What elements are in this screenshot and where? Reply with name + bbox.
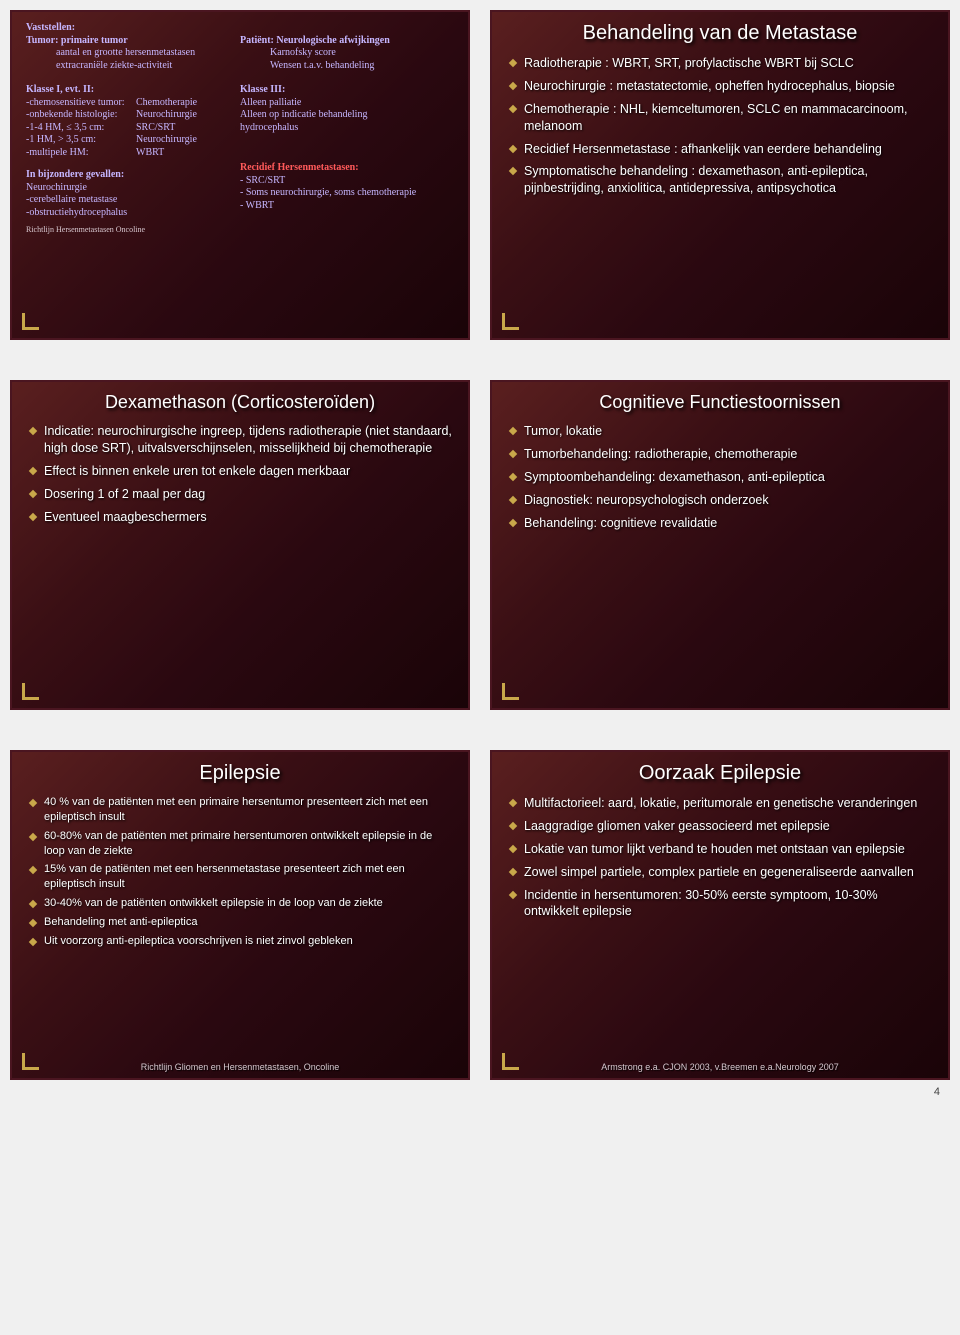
- list-item: Behandeling: cognitieve revalidatie: [510, 515, 934, 532]
- slide-title: Epilepsie: [26, 762, 454, 785]
- bullet-list: Indicatie: neurochirurgische ingreep, ti…: [26, 423, 454, 525]
- list-item: 30-40% van de patiënten ontwikkelt epile…: [30, 896, 454, 911]
- list-item: Lokatie van tumor lijkt verband te houde…: [510, 841, 934, 858]
- list-item: Incidentie in hersentumoren: 30-50% eers…: [510, 887, 934, 921]
- fc-ref: Richtlijn Hersenmetastasen Oncoline: [26, 225, 454, 235]
- fc-aantal: aantal en grootte hersenmetastasen: [26, 47, 195, 58]
- slide-title: Behandeling van de Metastase: [506, 22, 934, 45]
- fc-vaststellen-hdr: Vaststellen:: [26, 22, 75, 33]
- fc-tumor: Tumor: primaire tumor: [26, 35, 128, 46]
- slide-behandeling-metastase: Behandeling van de Metastase Radiotherap…: [490, 10, 950, 340]
- slide-oorzaak-epilepsie: Oorzaak Epilepsie Multifactorieel: aard,…: [490, 750, 950, 1080]
- list-item: Laaggradige gliomen vaker geassocieerd m…: [510, 818, 934, 835]
- fc-k1b: -onbekende histologie:Neurochirurgie: [26, 109, 240, 122]
- list-item: Symptoombehandeling: dexamethason, anti-…: [510, 469, 934, 486]
- slide-vaststellen: Vaststellen: Tumor: primaire tumor aanta…: [10, 10, 470, 340]
- fc-rec1: - SRC/SRT: [240, 175, 454, 188]
- list-item: Zowel simpel partiele, complex partiele …: [510, 864, 934, 881]
- fc-k1e: -multipele HM:WBRT: [26, 147, 240, 160]
- fc-extracr: extracraniële ziekte-activiteit: [26, 60, 172, 71]
- list-item: Indicatie: neurochirurgische ingreep, ti…: [30, 423, 454, 457]
- page-number: 4: [0, 1080, 960, 1098]
- fc-bijz: In bijzondere gevallen:: [26, 169, 240, 182]
- bullet-list: Multifactorieel: aard, lokatie, peritumo…: [506, 795, 934, 920]
- fc-karnofsky: Karnofsky score: [240, 47, 336, 58]
- list-item: Recidief Hersenmetastase : afhankelijk v…: [510, 141, 934, 158]
- fc-rec3: - WBRT: [240, 200, 454, 213]
- fc-k1c: -1-4 HM, ≤ 3,5 cm:SRC/SRT: [26, 122, 240, 135]
- list-item: 15% van de patiënten met een hersenmetas…: [30, 862, 454, 892]
- list-item: Tumorbehandeling: radiotherapie, chemoth…: [510, 446, 934, 463]
- list-item: Radiotherapie : WBRT, SRT, profylactisch…: [510, 55, 934, 72]
- slide-cognitieve: Cognitieve Functiestoornissen Tumor, lok…: [490, 380, 950, 710]
- flowchart: Vaststellen: Tumor: primaire tumor aanta…: [26, 22, 454, 235]
- slide-dexamethason: Dexamethason (Corticosteroïden) Indicati…: [10, 380, 470, 710]
- fc-bijz1: Neurochirurgie: [26, 182, 240, 195]
- fc-rec2: - Soms neurochirurgie, soms chemotherapi…: [240, 187, 454, 200]
- bullet-list: Radiotherapie : WBRT, SRT, profylactisch…: [506, 55, 934, 197]
- list-item: 40 % van de patiënten met een primaire h…: [30, 795, 454, 825]
- slide-title: Cognitieve Functiestoornissen: [506, 392, 934, 413]
- list-item: Multifactorieel: aard, lokatie, peritumo…: [510, 795, 934, 812]
- slide-epilepsie: Epilepsie 40 % van de patiënten met een …: [10, 750, 470, 1080]
- slide-ref: Armstrong e.a. CJON 2003, v.Breemen e.a.…: [492, 1062, 948, 1072]
- fc-recidief-hdr: Recidief Hersenmetastasen:: [240, 162, 454, 175]
- slide-title: Dexamethason (Corticosteroïden): [26, 392, 454, 413]
- list-item: Symptomatische behandeling : dexamethaso…: [510, 163, 934, 197]
- fc-k3b: Alleen op indicatie behandeling hydrocep…: [240, 109, 420, 134]
- list-item: Tumor, lokatie: [510, 423, 934, 440]
- list-item: Effect is binnen enkele uren tot enkele …: [30, 463, 454, 480]
- list-item: Chemotherapie : NHL, kiemceltumoren, SCL…: [510, 101, 934, 135]
- fc-bijz3: -obstructiehydrocephalus: [26, 207, 240, 220]
- fc-bijz2: -cerebellaire metastase: [26, 194, 240, 207]
- list-item: Dosering 1 of 2 maal per dag: [30, 486, 454, 503]
- list-item: Neurochirurgie : metastatectomie, opheff…: [510, 78, 934, 95]
- fc-k1d: -1 HM, > 3,5 cm:Neurochirurgie: [26, 134, 240, 147]
- fc-klasse12: Klasse I, evt. II:: [26, 84, 240, 97]
- slide-grid: Vaststellen: Tumor: primaire tumor aanta…: [0, 10, 960, 1080]
- list-item: Behandeling met anti-epileptica: [30, 915, 454, 930]
- list-item: Diagnostiek: neuropsychologisch onderzoe…: [510, 492, 934, 509]
- bullet-list: 40 % van de patiënten met een primaire h…: [26, 795, 454, 949]
- fc-wensen: Wensen t.a.v. behandeling: [240, 60, 374, 71]
- fc-k1a: -chemosensitieve tumor:Chemotherapie: [26, 97, 240, 110]
- list-item: 60-80% van de patiënten met primaire her…: [30, 829, 454, 859]
- list-item: Eventueel maagbeschermers: [30, 509, 454, 526]
- slide-title: Oorzaak Epilepsie: [506, 762, 934, 785]
- list-item: Uit voorzorg anti-epileptica voorschrijv…: [30, 934, 454, 949]
- fc-patient: Patiënt: Neurologische afwijkingen: [240, 35, 390, 46]
- slide-ref: Richtlijn Gliomen en Hersenmetastasen, O…: [12, 1062, 468, 1072]
- fc-klasse3: Klasse III:: [240, 84, 454, 97]
- bullet-list: Tumor, lokatie Tumorbehandeling: radioth…: [506, 423, 934, 531]
- fc-k3a: Alleen palliatie: [240, 97, 454, 110]
